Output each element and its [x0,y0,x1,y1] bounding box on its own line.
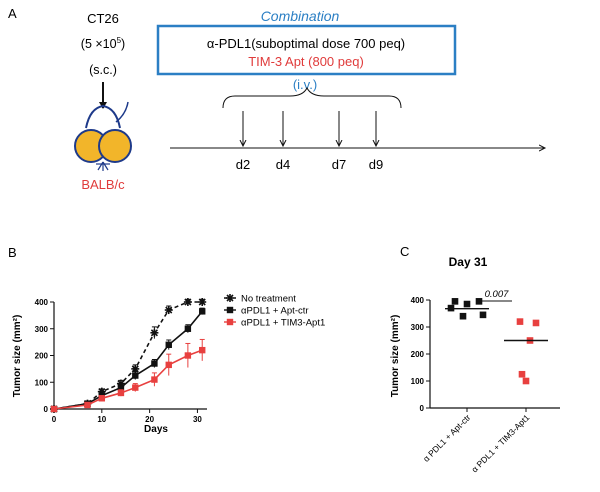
panel-b: B Days Tumor size (mm²) 0 100 200 300 400 0 10… [8,245,325,435]
route-iv-label: (i.v.) [293,77,317,92]
group-1: α PDL1 + TIM3-Apt1 [469,318,548,474]
chart-b-xtick-label: 0 [52,415,57,424]
data-point [132,384,139,391]
chart-c-category-label: α PDL1 + Apt-ctr [421,412,473,464]
legend-marker [226,318,234,326]
chart-b-ytick-label: 400 [35,298,49,307]
panel-a-label: A [8,6,17,21]
chart-b-ytick-label: 200 [35,352,49,361]
asterisk-stroke [150,329,158,337]
combination-box [156,24,457,76]
chart-c-category-label: α PDL1 + TIM3-Apt1 [469,412,531,474]
panel-c: C Day 31 Tumor size (mm²) 0 100 200 300 400 α… [390,244,560,474]
cell-dose-exponent: 5 [117,36,122,45]
day-label-d7: d7 [332,157,346,172]
data-point [451,298,459,305]
data-point [463,300,471,308]
chart-b-xlabel: Days [144,424,168,435]
chart-b-xtick-label: 10 [97,415,106,424]
chart-b-xtick-label: 30 [193,415,202,424]
series-line [53,349,203,410]
day-label-d2: d2 [236,157,250,172]
asterisk-stroke [184,298,192,306]
mouse-icon [74,101,132,171]
day-label-d4: d4 [276,157,290,172]
cell-dose-label: (5 ×105) [81,36,125,51]
cell-dose-close: ) [121,37,125,51]
panel-b-label: B [8,245,17,260]
data-point [475,298,483,305]
chart-c-ytick-label: 400 [411,296,425,305]
data-point [198,298,207,306]
data-point [532,319,540,327]
data-point [98,395,106,402]
chart-b-ylabel: Tumor size (mm²) [12,315,23,398]
data-point [479,311,487,319]
data-point [150,328,159,337]
data-point [151,360,158,367]
drug-1-label: α-PDL1(suboptimal dose 700 peq) [207,36,405,51]
p-value-label: 0.007 [485,289,509,300]
combination-title: Combination [261,8,340,24]
asterisk-stroke [131,365,139,373]
cell-dose-base: (5 ×10 [81,37,117,51]
data-point [117,389,125,397]
legend-marker [226,306,234,314]
legend-label: No treatment [241,294,296,305]
chart-c-ytick-label: 0 [420,404,425,413]
dosing-bracket [222,86,402,109]
panel-c-label: C [400,244,409,259]
data-point [199,346,206,354]
chart-c-ytick-label: 200 [411,350,425,359]
cell-line-label: CT26 [87,11,119,26]
data-point [132,372,139,379]
data-point [184,325,192,332]
chart-c-title: Day 31 [449,255,488,269]
data-point [518,370,526,378]
legend-label: αPDL1 + TIM3-Apt1 [241,318,325,329]
asterisk-stroke [226,294,234,302]
group-0: α PDL1 + Apt-ctr [421,298,489,464]
chart-c-ytick-label: 300 [411,323,425,332]
chart-b-ytick-label: 300 [35,325,49,334]
data-point [184,352,192,359]
data-point [183,298,192,306]
data-point [165,341,172,348]
series-1 [50,307,206,413]
data-point [516,318,524,325]
data-point [151,376,158,383]
data-point [522,377,530,385]
data-point [50,405,58,413]
asterisk-stroke [165,306,173,314]
data-point [459,312,467,320]
chart-b-xtick-label: 20 [145,415,154,424]
day-label-d9: d9 [369,157,383,172]
legend-label: αPDL1 + Apt-ctr [241,306,309,317]
chart-c-ylabel: Tumor size (mm²) [390,315,401,398]
chart-c-ytick-label: 100 [411,377,425,386]
data-point [165,361,172,369]
series-line [53,301,203,410]
route-sc-label: (s.c.) [89,63,117,77]
chart-b-ytick-label: 0 [44,405,49,414]
panel-a: A CT26 (5 ×105) (s.c.) BALB/c Combinatio… [8,6,545,192]
series-2 [50,338,206,413]
asterisk-stroke [198,298,206,306]
data-point [117,384,125,391]
data-point [164,306,173,315]
chart-b-ytick-label: 100 [35,378,49,387]
legend-marker [226,294,234,302]
data-point [84,401,91,409]
series-0 [50,298,207,413]
mouse-strain-label: BALB/c [81,177,125,192]
data-point [199,308,206,315]
drug-2-label: TIM-3 Apt (800 peq) [248,54,364,69]
